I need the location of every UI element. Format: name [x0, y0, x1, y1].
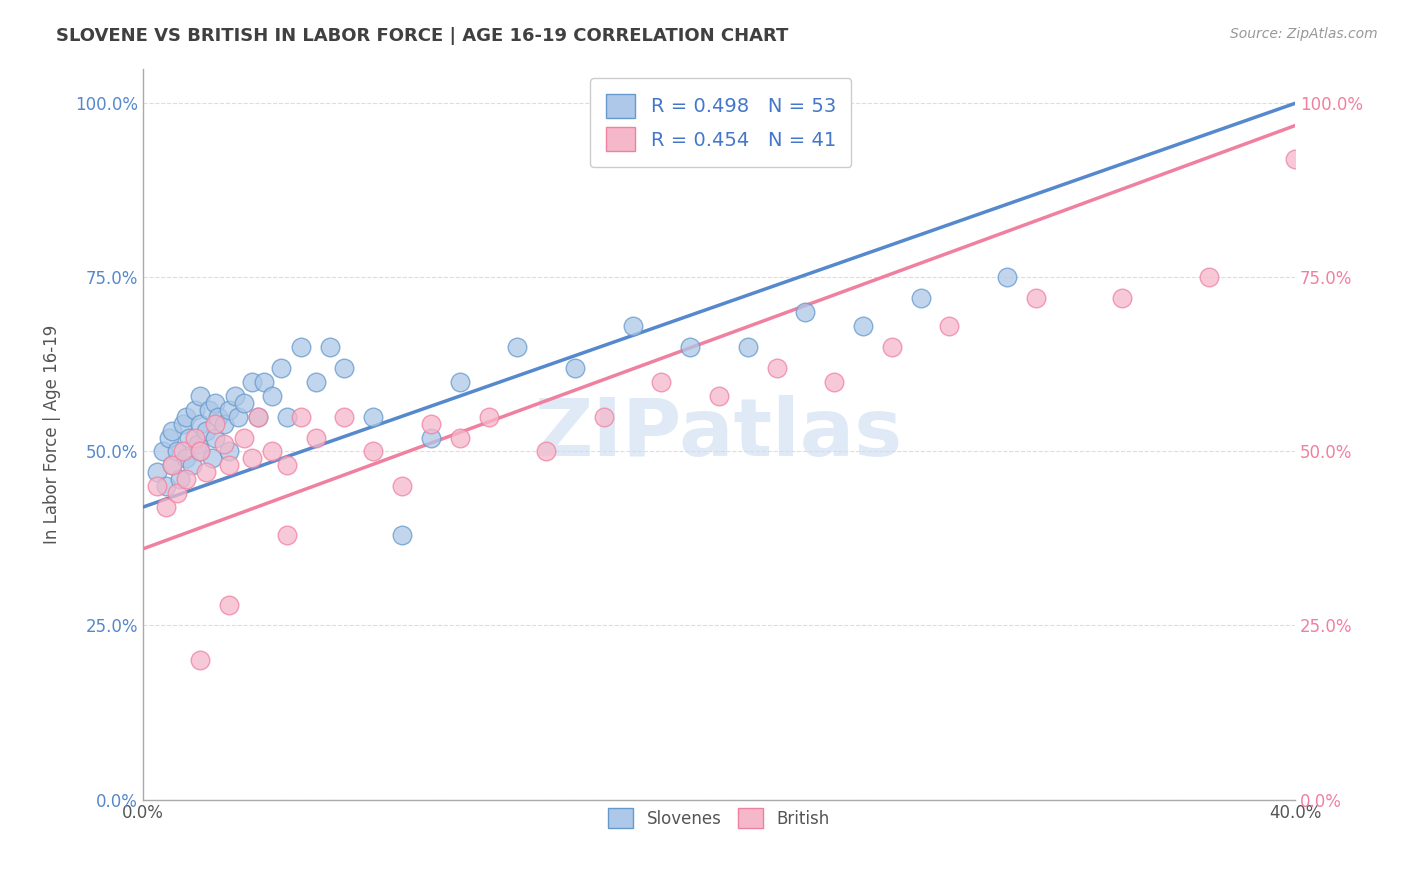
Point: [212, 417, 235, 431]
Point: [419, 417, 441, 431]
Point: [166, 486, 188, 500]
Text: SLOVENE VS BRITISH IN LABOR FORCE | AGE 16-19 CORRELATION CHART: SLOVENE VS BRITISH IN LABOR FORCE | AGE …: [56, 27, 789, 45]
Point: [174, 451, 197, 466]
Point: [155, 479, 177, 493]
Point: [146, 479, 169, 493]
Point: [207, 409, 229, 424]
Point: [995, 270, 1018, 285]
Point: [305, 430, 328, 444]
Point: [333, 409, 356, 424]
Point: [240, 451, 263, 466]
Point: [152, 444, 174, 458]
Point: [218, 458, 240, 473]
Point: [190, 444, 212, 458]
Point: [218, 444, 240, 458]
Point: [707, 389, 730, 403]
Point: [157, 430, 180, 444]
Point: [190, 417, 212, 431]
Legend: Slovenes, British: Slovenes, British: [602, 801, 837, 835]
Point: [190, 444, 212, 458]
Point: [506, 340, 529, 354]
Point: [177, 430, 200, 444]
Point: [679, 340, 702, 354]
Point: [262, 444, 284, 458]
Point: [187, 437, 209, 451]
Point: [650, 375, 672, 389]
Point: [160, 458, 183, 473]
Text: ZIPatlas: ZIPatlas: [534, 395, 903, 473]
Point: [247, 409, 270, 424]
Point: [166, 444, 188, 458]
Point: [270, 360, 292, 375]
Point: [247, 409, 270, 424]
Point: [169, 472, 191, 486]
Point: [363, 409, 385, 424]
Point: [190, 653, 212, 667]
Point: [160, 458, 183, 473]
Point: [180, 458, 202, 473]
Point: [174, 409, 197, 424]
Point: [190, 389, 212, 403]
Point: [218, 402, 240, 417]
Point: [592, 409, 614, 424]
Point: [204, 417, 226, 431]
Point: [276, 458, 298, 473]
Point: [276, 409, 298, 424]
Point: [146, 465, 169, 479]
Point: [262, 389, 284, 403]
Point: [240, 375, 263, 389]
Point: [226, 409, 249, 424]
Point: [198, 402, 221, 417]
Point: [880, 340, 903, 354]
Point: [201, 451, 224, 466]
Point: [419, 430, 441, 444]
Point: [195, 424, 218, 438]
Point: [449, 375, 471, 389]
Point: [204, 395, 226, 409]
Point: [305, 375, 328, 389]
Point: [1025, 291, 1047, 305]
Point: [319, 340, 342, 354]
Point: [195, 465, 218, 479]
Point: [477, 409, 499, 424]
Y-axis label: In Labor Force | Age 16-19: In Labor Force | Age 16-19: [44, 325, 60, 543]
Point: [910, 291, 932, 305]
Point: [183, 402, 205, 417]
Point: [224, 389, 246, 403]
Point: [363, 444, 385, 458]
Point: [290, 409, 312, 424]
Point: [174, 472, 197, 486]
Point: [253, 375, 276, 389]
Point: [391, 479, 413, 493]
Point: [737, 340, 759, 354]
Point: [333, 360, 356, 375]
Point: [212, 437, 235, 451]
Point: [172, 444, 194, 458]
Point: [218, 598, 240, 612]
Point: [1111, 291, 1133, 305]
Point: [290, 340, 312, 354]
Point: [794, 305, 817, 319]
Point: [160, 424, 183, 438]
Point: [204, 430, 226, 444]
Point: [391, 528, 413, 542]
Point: [183, 430, 205, 444]
Point: [1198, 270, 1220, 285]
Text: Source: ZipAtlas.com: Source: ZipAtlas.com: [1230, 27, 1378, 41]
Point: [621, 319, 644, 334]
Point: [534, 444, 557, 458]
Point: [765, 360, 787, 375]
Point: [449, 430, 471, 444]
Point: [276, 528, 298, 542]
Point: [823, 375, 845, 389]
Point: [852, 319, 875, 334]
Point: [155, 500, 177, 515]
Point: [232, 430, 254, 444]
Point: [938, 319, 960, 334]
Point: [1284, 152, 1306, 166]
Point: [564, 360, 586, 375]
Point: [172, 417, 194, 431]
Point: [232, 395, 254, 409]
